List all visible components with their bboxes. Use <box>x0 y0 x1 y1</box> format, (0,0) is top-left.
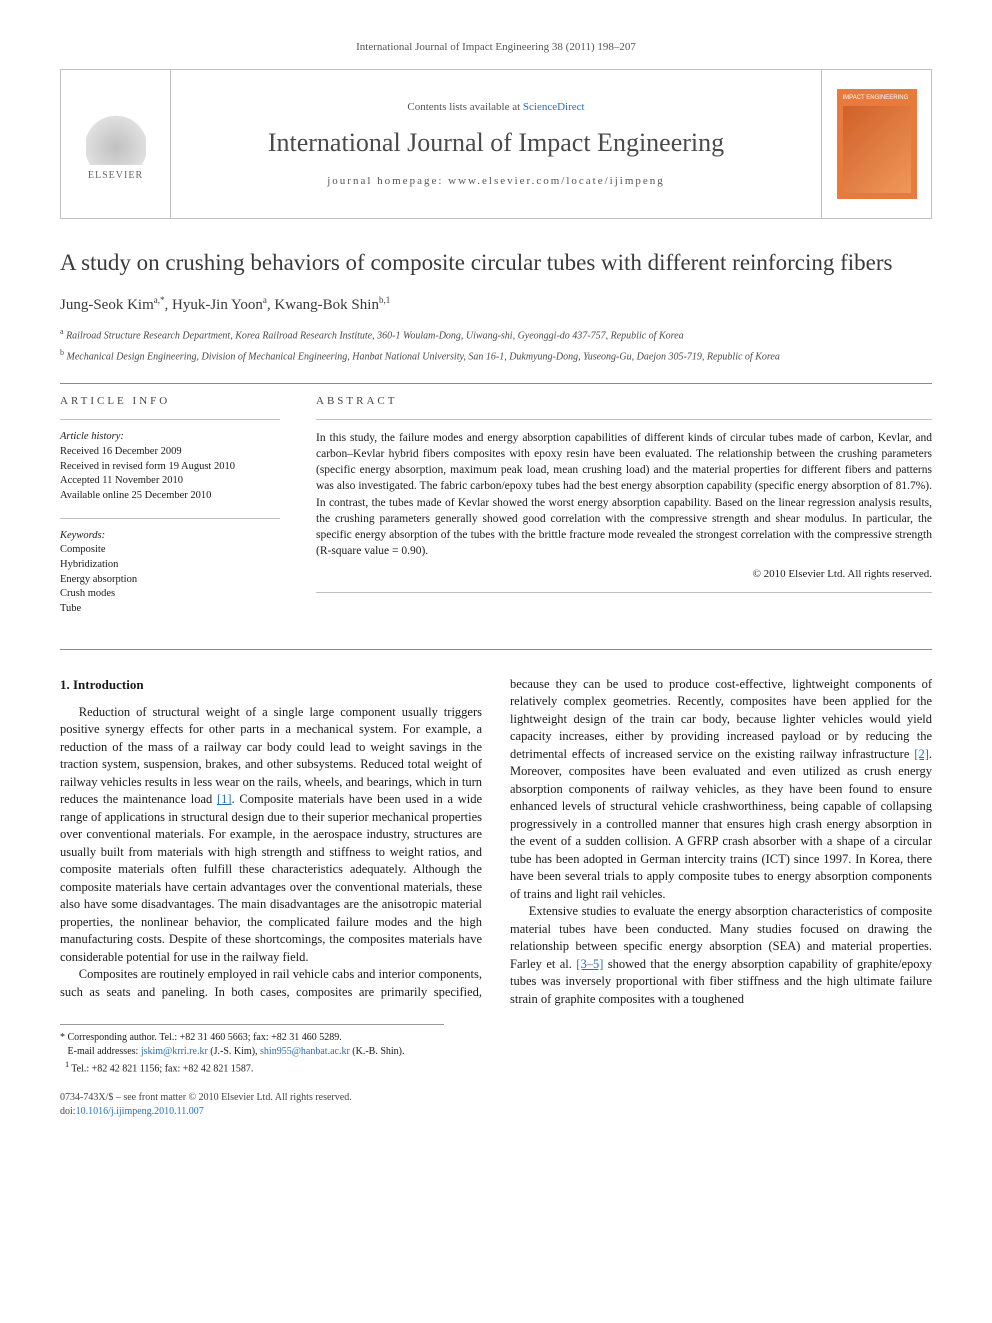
email-line: E-mail addresses: jskim@krri.re.kr (J.-S… <box>60 1045 444 1059</box>
footnote-tel: 1 Tel.: +82 42 821 1156; fax: +82 42 821… <box>60 1059 444 1076</box>
article-title: A study on crushing behaviors of composi… <box>60 249 932 278</box>
history-received: Received 16 December 2009 <box>60 445 280 460</box>
history-revised: Received in revised form 19 August 2010 <box>60 460 280 475</box>
footnote-tel-text: Tel.: +82 42 821 1156; fax: +82 42 821 1… <box>71 1064 253 1075</box>
divider <box>60 649 932 650</box>
abstract-column: ABSTRACT In this study, the failure mode… <box>316 394 932 631</box>
author-marks: a <box>263 295 267 305</box>
contents-line: Contents lists available at ScienceDirec… <box>407 100 584 115</box>
front-matter-line: 0734-743X/$ – see front matter © 2010 El… <box>60 1091 352 1105</box>
doi-line: doi:10.1016/j.ijimpeng.2010.11.007 <box>60 1105 352 1119</box>
cover-caption: IMPACT ENGINEERING <box>843 95 911 102</box>
author-name: Kwang-Bok Shin <box>274 297 379 313</box>
body-paragraph: Extensive studies to evaluate the energy… <box>510 903 932 1008</box>
emails-label: E-mail addresses: <box>68 1046 141 1057</box>
keyword: Tube <box>60 602 280 617</box>
publisher-cell: ELSEVIER <box>61 70 171 218</box>
running-head: International Journal of Impact Engineer… <box>60 40 932 55</box>
affiliation-text: Railroad Structure Research Department, … <box>66 330 684 341</box>
abstract-text: In this study, the failure modes and ene… <box>316 430 932 559</box>
keyword: Composite <box>60 543 280 558</box>
divider <box>316 419 932 420</box>
article-info-column: ARTICLE INFO Article history: Received 1… <box>60 394 280 631</box>
author-name: Jung-Seok Kim <box>60 297 154 313</box>
email-who: (J.-S. Kim), <box>208 1046 260 1057</box>
body-paragraph: Reduction of structural weight of a sing… <box>60 704 482 967</box>
journal-homepage: journal homepage: www.elsevier.com/locat… <box>327 174 665 189</box>
divider <box>60 518 280 519</box>
keyword: Crush modes <box>60 587 280 602</box>
divider <box>60 419 280 420</box>
author-marks: b,1 <box>379 295 390 305</box>
abstract-heading: ABSTRACT <box>316 394 932 409</box>
journal-masthead: ELSEVIER Contents lists available at Sci… <box>60 69 932 219</box>
keywords-block: Keywords: Composite Hybridization Energy… <box>60 529 280 617</box>
keywords-label: Keywords: <box>60 529 280 544</box>
journal-title: International Journal of Impact Engineer… <box>268 125 724 161</box>
keyword: Energy absorption <box>60 573 280 588</box>
footer-left: 0734-743X/$ – see front matter © 2010 El… <box>60 1091 352 1119</box>
divider <box>60 383 932 384</box>
affiliation: a Railroad Structure Research Department… <box>60 326 932 343</box>
cover-cell: IMPACT ENGINEERING <box>821 70 931 218</box>
cover-thumbnail: IMPACT ENGINEERING <box>837 89 917 199</box>
para-text: . Composite materials have been used in … <box>60 792 482 964</box>
contents-prefix: Contents lists available at <box>407 101 522 113</box>
keyword: Hybridization <box>60 558 280 573</box>
citation-link[interactable]: [3–5] <box>576 957 603 971</box>
author-marks: a,* <box>154 295 165 305</box>
abstract-copyright: © 2010 Elsevier Ltd. All rights reserved… <box>316 567 932 582</box>
history-label: Article history: <box>60 430 280 445</box>
affiliation: b Mechanical Design Engineering, Divisio… <box>60 347 932 364</box>
sciencedirect-link[interactable]: ScienceDirect <box>523 101 585 113</box>
author-name: Hyuk-Jin Yoon <box>172 297 263 313</box>
doi-prefix: doi: <box>60 1106 76 1117</box>
cover-art-icon <box>843 106 911 193</box>
email-link[interactable]: shin955@hanbat.ac.kr <box>260 1046 350 1057</box>
divider <box>316 592 932 593</box>
email-who: (K.-B. Shin). <box>350 1046 405 1057</box>
article-history: Article history: Received 16 December 20… <box>60 430 280 503</box>
section-heading-intro: 1. Introduction <box>60 676 482 694</box>
email-link[interactable]: jskim@krri.re.kr <box>141 1046 208 1057</box>
corresponding-author: * Corresponding author. Tel.: +82 31 460… <box>60 1031 444 1045</box>
elsevier-tree-icon <box>86 105 146 165</box>
affiliation-text: Mechanical Design Engineering, Division … <box>67 352 780 363</box>
history-accepted: Accepted 11 November 2010 <box>60 474 280 489</box>
citation-link[interactable]: [2] <box>914 747 929 761</box>
doi-link[interactable]: 10.1016/j.ijimpeng.2010.11.007 <box>76 1106 204 1117</box>
footnotes: * Corresponding author. Tel.: +82 31 460… <box>60 1024 444 1076</box>
citation-link[interactable]: [1] <box>217 792 232 806</box>
para-text: . Moreover, composites have been evaluat… <box>510 747 932 901</box>
body-columns: 1. Introduction Reduction of structural … <box>60 676 932 1009</box>
publisher-word: ELSEVIER <box>88 169 143 183</box>
page-footer: 0734-743X/$ – see front matter © 2010 El… <box>60 1091 932 1119</box>
masthead-center: Contents lists available at ScienceDirec… <box>171 70 821 218</box>
author-list: Jung-Seok Kima,*, Hyuk-Jin Yoona, Kwang-… <box>60 294 932 316</box>
history-online: Available online 25 December 2010 <box>60 489 280 504</box>
article-info-heading: ARTICLE INFO <box>60 394 280 409</box>
